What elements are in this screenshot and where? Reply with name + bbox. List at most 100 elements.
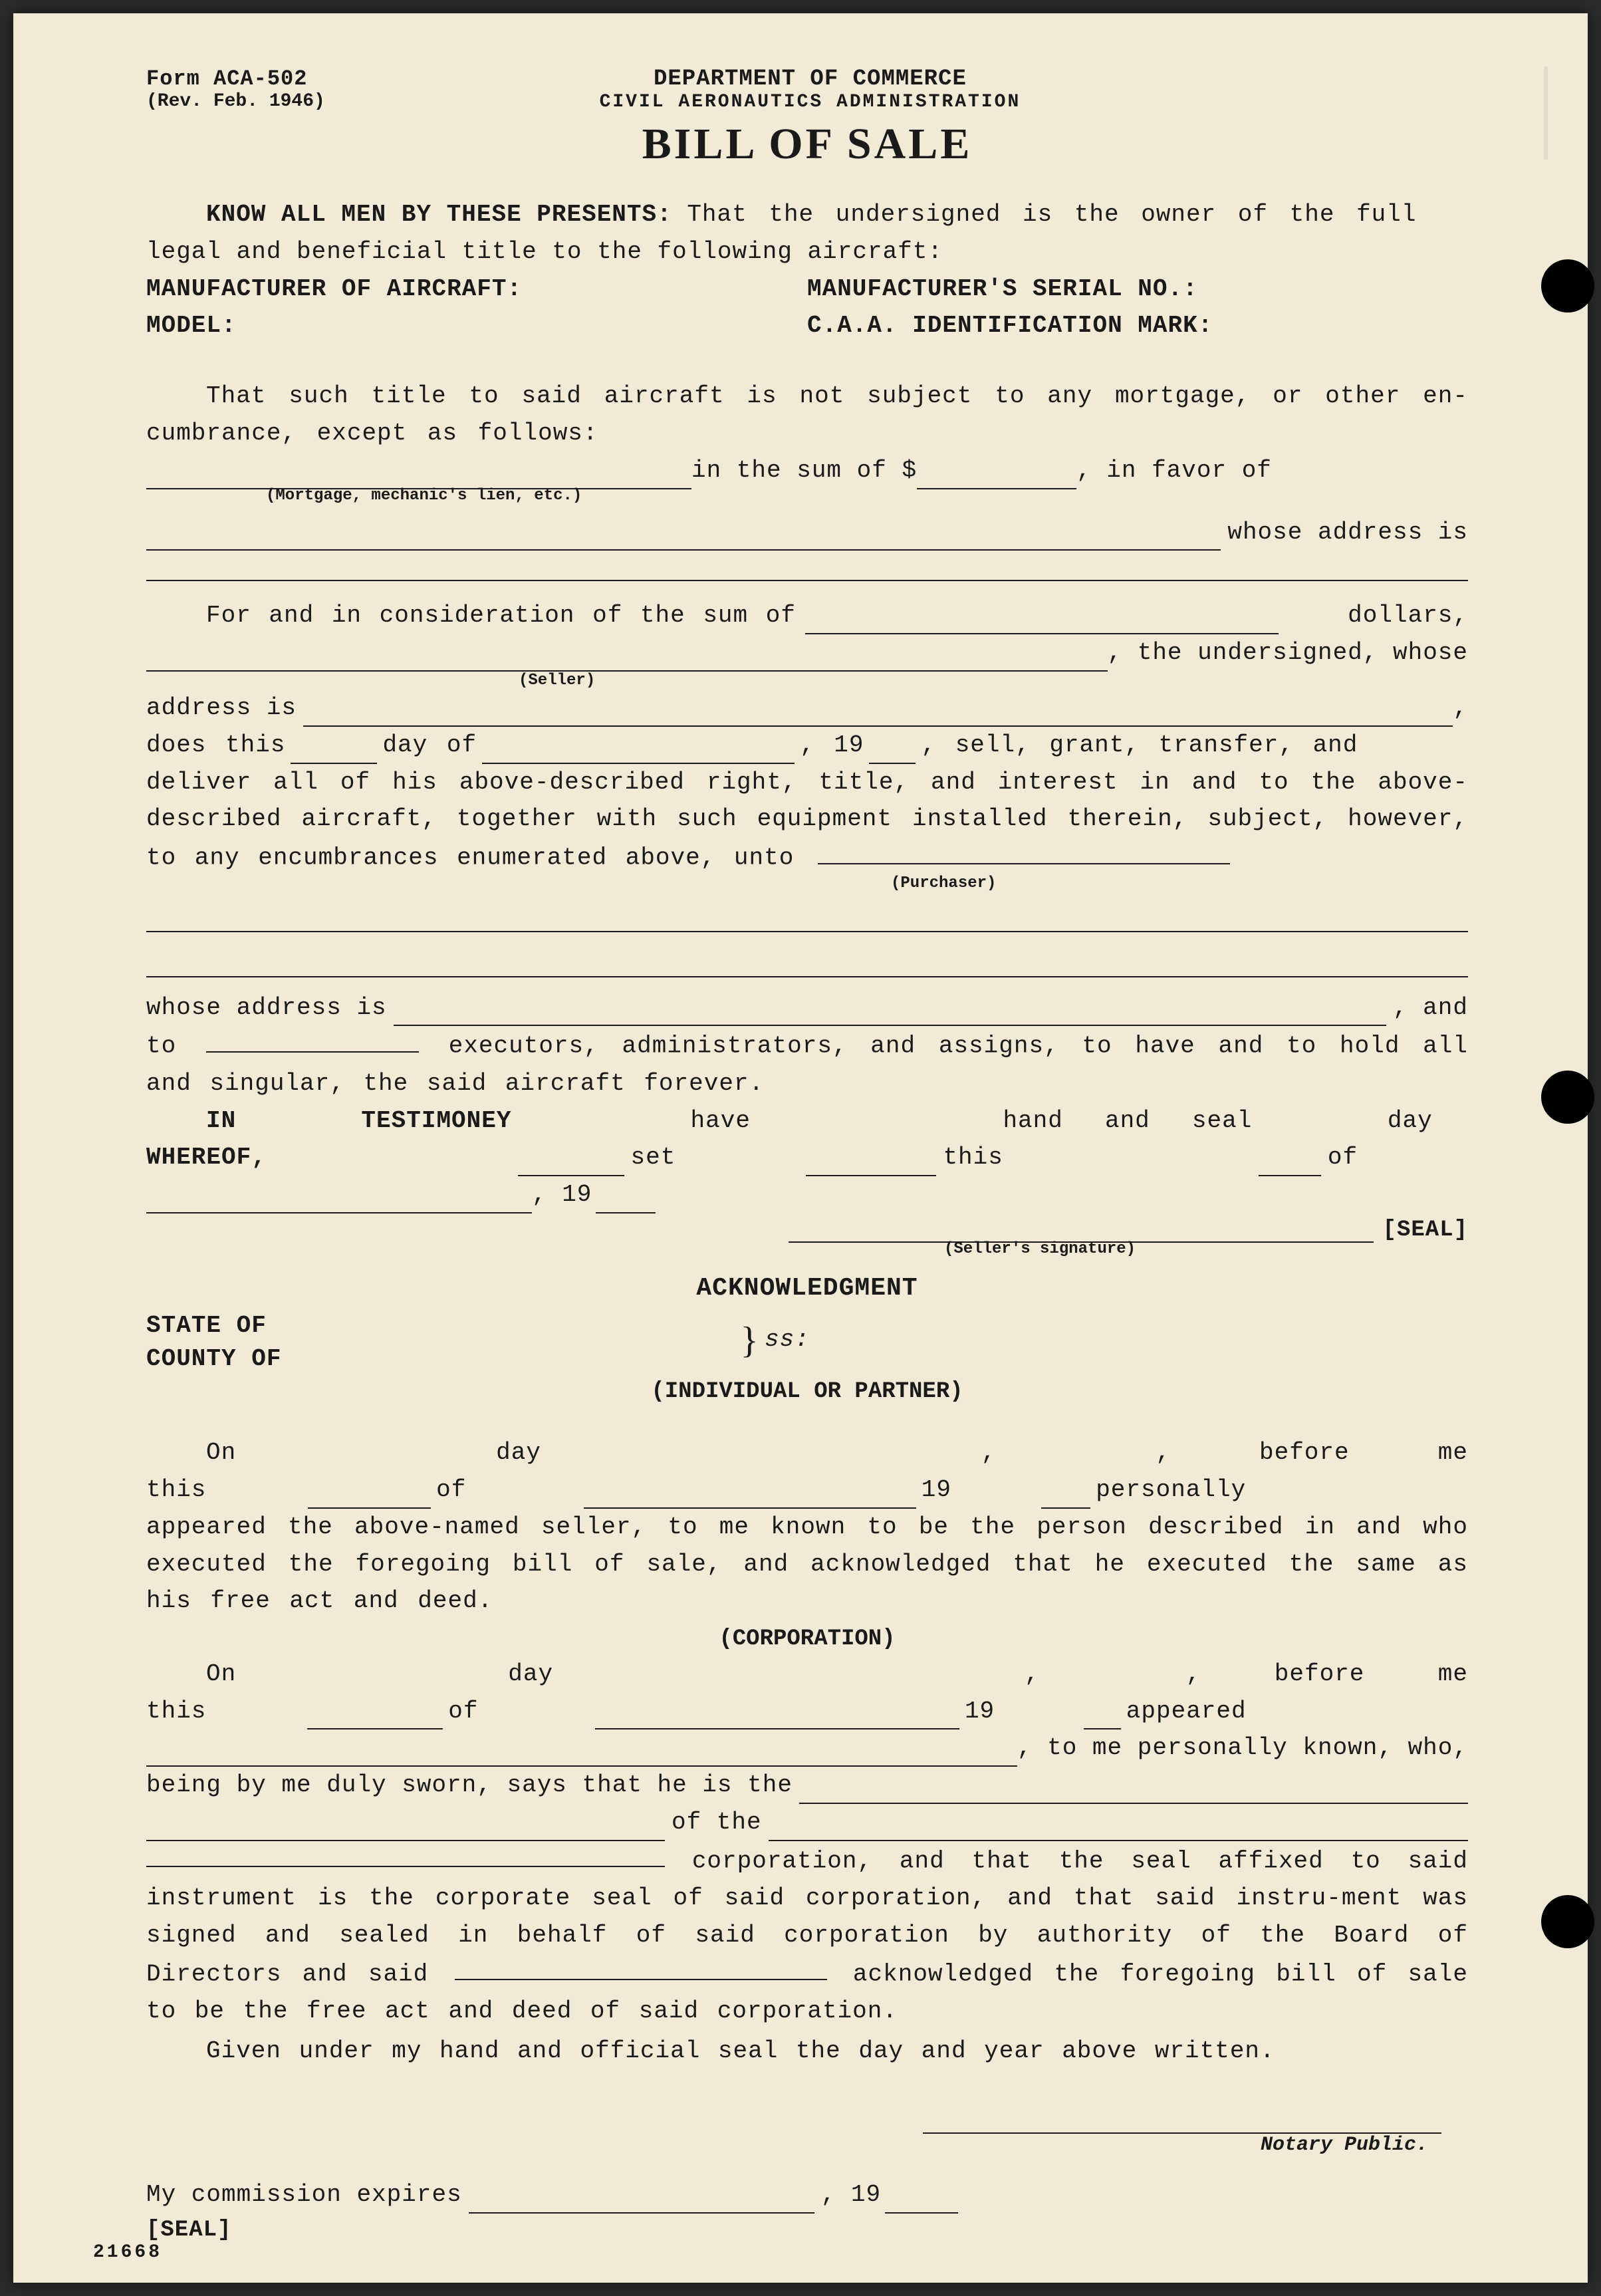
purchaser-caption: (Purchaser): [146, 874, 1468, 892]
seller-line: , the undersigned, whose: [146, 634, 1468, 672]
deliver-text: deliver all of his above-described right…: [146, 769, 1468, 872]
commission-line: My commission expires , 19: [146, 2176, 1468, 2214]
document-title: BILL OF SALE: [146, 119, 1468, 170]
given-under-line: Given under my hand and official seal th…: [146, 2033, 1468, 2070]
blank-seller-name[interactable]: [146, 645, 1108, 672]
blank-seller-address[interactable]: [303, 700, 1453, 727]
administration-title: CIVIL AERONAUTICS ADMINISTRATION: [325, 92, 1295, 112]
notary-caption-row: Notary Public.: [146, 2134, 1468, 2156]
corporation-label: (CORPORATION): [146, 1624, 1468, 1656]
blank-purchaser-line-3[interactable]: [146, 951, 1468, 977]
seller-signature-row: [SEAL]: [146, 1217, 1468, 1243]
consideration-line: For and in consideration of the sum of d…: [146, 597, 1468, 634]
model-label: MODEL:: [146, 307, 807, 344]
blank-seal-year[interactable]: [596, 1187, 656, 1213]
blank-commission-year[interactable]: [885, 2187, 958, 2214]
testimony-label: IN TESTIMONEY WHEREOF,: [146, 1102, 511, 1177]
commission-label: My commission expires: [146, 2176, 462, 2214]
day-of-label-2: day of: [1328, 1102, 1468, 1177]
blank-corp-day[interactable]: [307, 1704, 443, 1730]
blank-heirs[interactable]: [206, 1026, 419, 1053]
ack-day-of-label: day of: [436, 1434, 578, 1509]
have-set-label: have set: [631, 1102, 799, 1177]
blank-favoree-name[interactable]: [146, 525, 1221, 551]
hole-punch-middle: [1541, 1071, 1594, 1124]
blank-appearer-name[interactable]: [146, 1741, 1017, 1767]
department-block: DEPARTMENT OF COMMERCE CIVIL AERONAUTICS…: [325, 66, 1295, 112]
favoree-address-line: whose address is: [146, 514, 1468, 551]
in-favor-label: , in favor of: [1076, 452, 1272, 489]
page-number: 21668: [93, 2242, 162, 2263]
blank-officer-title[interactable]: [799, 1777, 1468, 1804]
blank-testimony-who[interactable]: [518, 1150, 624, 1177]
blank-purchaser[interactable]: [818, 838, 1230, 864]
caa-label: C.A.A. IDENTIFICATION MARK:: [807, 307, 1468, 344]
on-this-label: On this: [146, 1434, 303, 1509]
blank-officer-title-2[interactable]: [146, 1815, 665, 1841]
blank-ack-day[interactable]: [308, 1482, 431, 1509]
whose-address-label: whose address is: [1227, 514, 1468, 551]
blank-ack-month[interactable]: [584, 1482, 916, 1509]
deliver-paragraph: deliver all of his above-described right…: [146, 764, 1468, 877]
dollars-label: dollars,: [1288, 597, 1468, 634]
ack-indiv-date-line: On this day of , 19 , before me personal…: [146, 1434, 1468, 1509]
blank-purchaser-line-2[interactable]: [146, 906, 1468, 932]
aircraft-fields-row-1: MANUFACTURER OF AIRCRAFT: MANUFACTURER'S…: [146, 271, 1468, 308]
hole-punch-top: [1541, 259, 1594, 313]
blank-seal-day[interactable]: [1259, 1150, 1321, 1177]
blank-seller-signature[interactable]: [789, 1219, 1374, 1243]
blank-ack-year[interactable]: [1041, 1482, 1090, 1509]
blank-consideration-amount[interactable]: [805, 608, 1279, 635]
purchaser-address-line: whose address is , and: [146, 989, 1468, 1027]
blank-commission-date[interactable]: [469, 2187, 814, 2214]
preamble-line-1: KNOW ALL MEN BY THESE PRESENTS: That the…: [146, 196, 1468, 233]
hole-punch-bottom: [1541, 1895, 1594, 1948]
and-label: , and: [1393, 989, 1468, 1027]
state-county-block: STATE OF COUNTY OF } ss:: [146, 1309, 1468, 1376]
mortgage-caption-row: (Mortgage, mechanic's lien, etc.): [146, 487, 1468, 505]
form-id-block: Form ACA-502 (Rev. Feb. 1946): [146, 66, 325, 112]
blank-sum-amount[interactable]: [917, 463, 1076, 489]
personally-known-label: , to me personally known, who,: [1017, 1729, 1468, 1767]
manufacturer-label: MANUFACTURER OF AIRCRAFT:: [146, 271, 807, 308]
blank-favoree-address[interactable]: [146, 555, 1468, 581]
ack-nineteen-label: , 19: [922, 1434, 1036, 1509]
document-page: Form ACA-502 (Rev. Feb. 1946) DEPARTMENT…: [13, 13, 1588, 2283]
blank-hand[interactable]: [806, 1150, 936, 1177]
nineteen-label: , 19: [800, 727, 864, 764]
blank-month[interactable]: [482, 737, 795, 764]
blank-purchaser-address[interactable]: [394, 1000, 1386, 1027]
ss-label: ss:: [765, 1326, 810, 1353]
corporation-seal-paragraph: corporation, and that the seal affixed t…: [146, 1841, 1468, 2030]
blank-director-name[interactable]: [455, 1954, 827, 1981]
blank-corporation-name[interactable]: [769, 1815, 1468, 1841]
day-of-label: day of: [382, 727, 477, 764]
blank-corporation-name-2[interactable]: [146, 1841, 665, 1868]
blank-day[interactable]: [291, 737, 377, 764]
encumbrance-paragraph: That such title to said aircraft is not …: [146, 378, 1468, 452]
sell-grant-label: , sell, grant, transfer, and: [921, 727, 1358, 764]
blank-notary-signature[interactable]: [923, 2110, 1441, 2134]
blank-corp-year[interactable]: [1084, 1704, 1121, 1730]
county-label: COUNTY OF: [146, 1342, 281, 1376]
hand-seal-label: hand and seal this: [943, 1102, 1252, 1177]
department-title: DEPARTMENT OF COMMERCE: [325, 66, 1295, 92]
sworn-line: being by me duly sworn, says that he is …: [146, 1767, 1468, 1804]
executors-line: to executors, administrators, and assign…: [146, 1026, 1468, 1102]
blank-mortgage-type[interactable]: [146, 463, 691, 489]
of-the-line: of the: [146, 1804, 1468, 1841]
acknowledgment-title: ACKNOWLEDGMENT: [146, 1274, 1468, 1303]
individual-partner-label: (INDIVIDUAL OR PARTNER): [146, 1376, 1468, 1408]
blank-year[interactable]: [869, 737, 916, 764]
being-sworn-label: being by me duly sworn, says that he is …: [146, 1767, 793, 1804]
address-is-label: address is: [146, 690, 297, 727]
ss-brace-icon: }: [741, 1319, 759, 1362]
blank-corp-month[interactable]: [595, 1704, 959, 1730]
right-edge-shadow: [1544, 66, 1548, 160]
blank-seal-month[interactable]: [146, 1187, 532, 1213]
seller-address-line: address is ,: [146, 690, 1468, 727]
encumbrance-sum-line: in the sum of $ , in favor of: [146, 452, 1468, 489]
seal-label-2: [SEAL]: [146, 2218, 1468, 2243]
of-the-label: of the: [672, 1804, 762, 1841]
in-sum-label: in the sum of $: [691, 452, 917, 489]
